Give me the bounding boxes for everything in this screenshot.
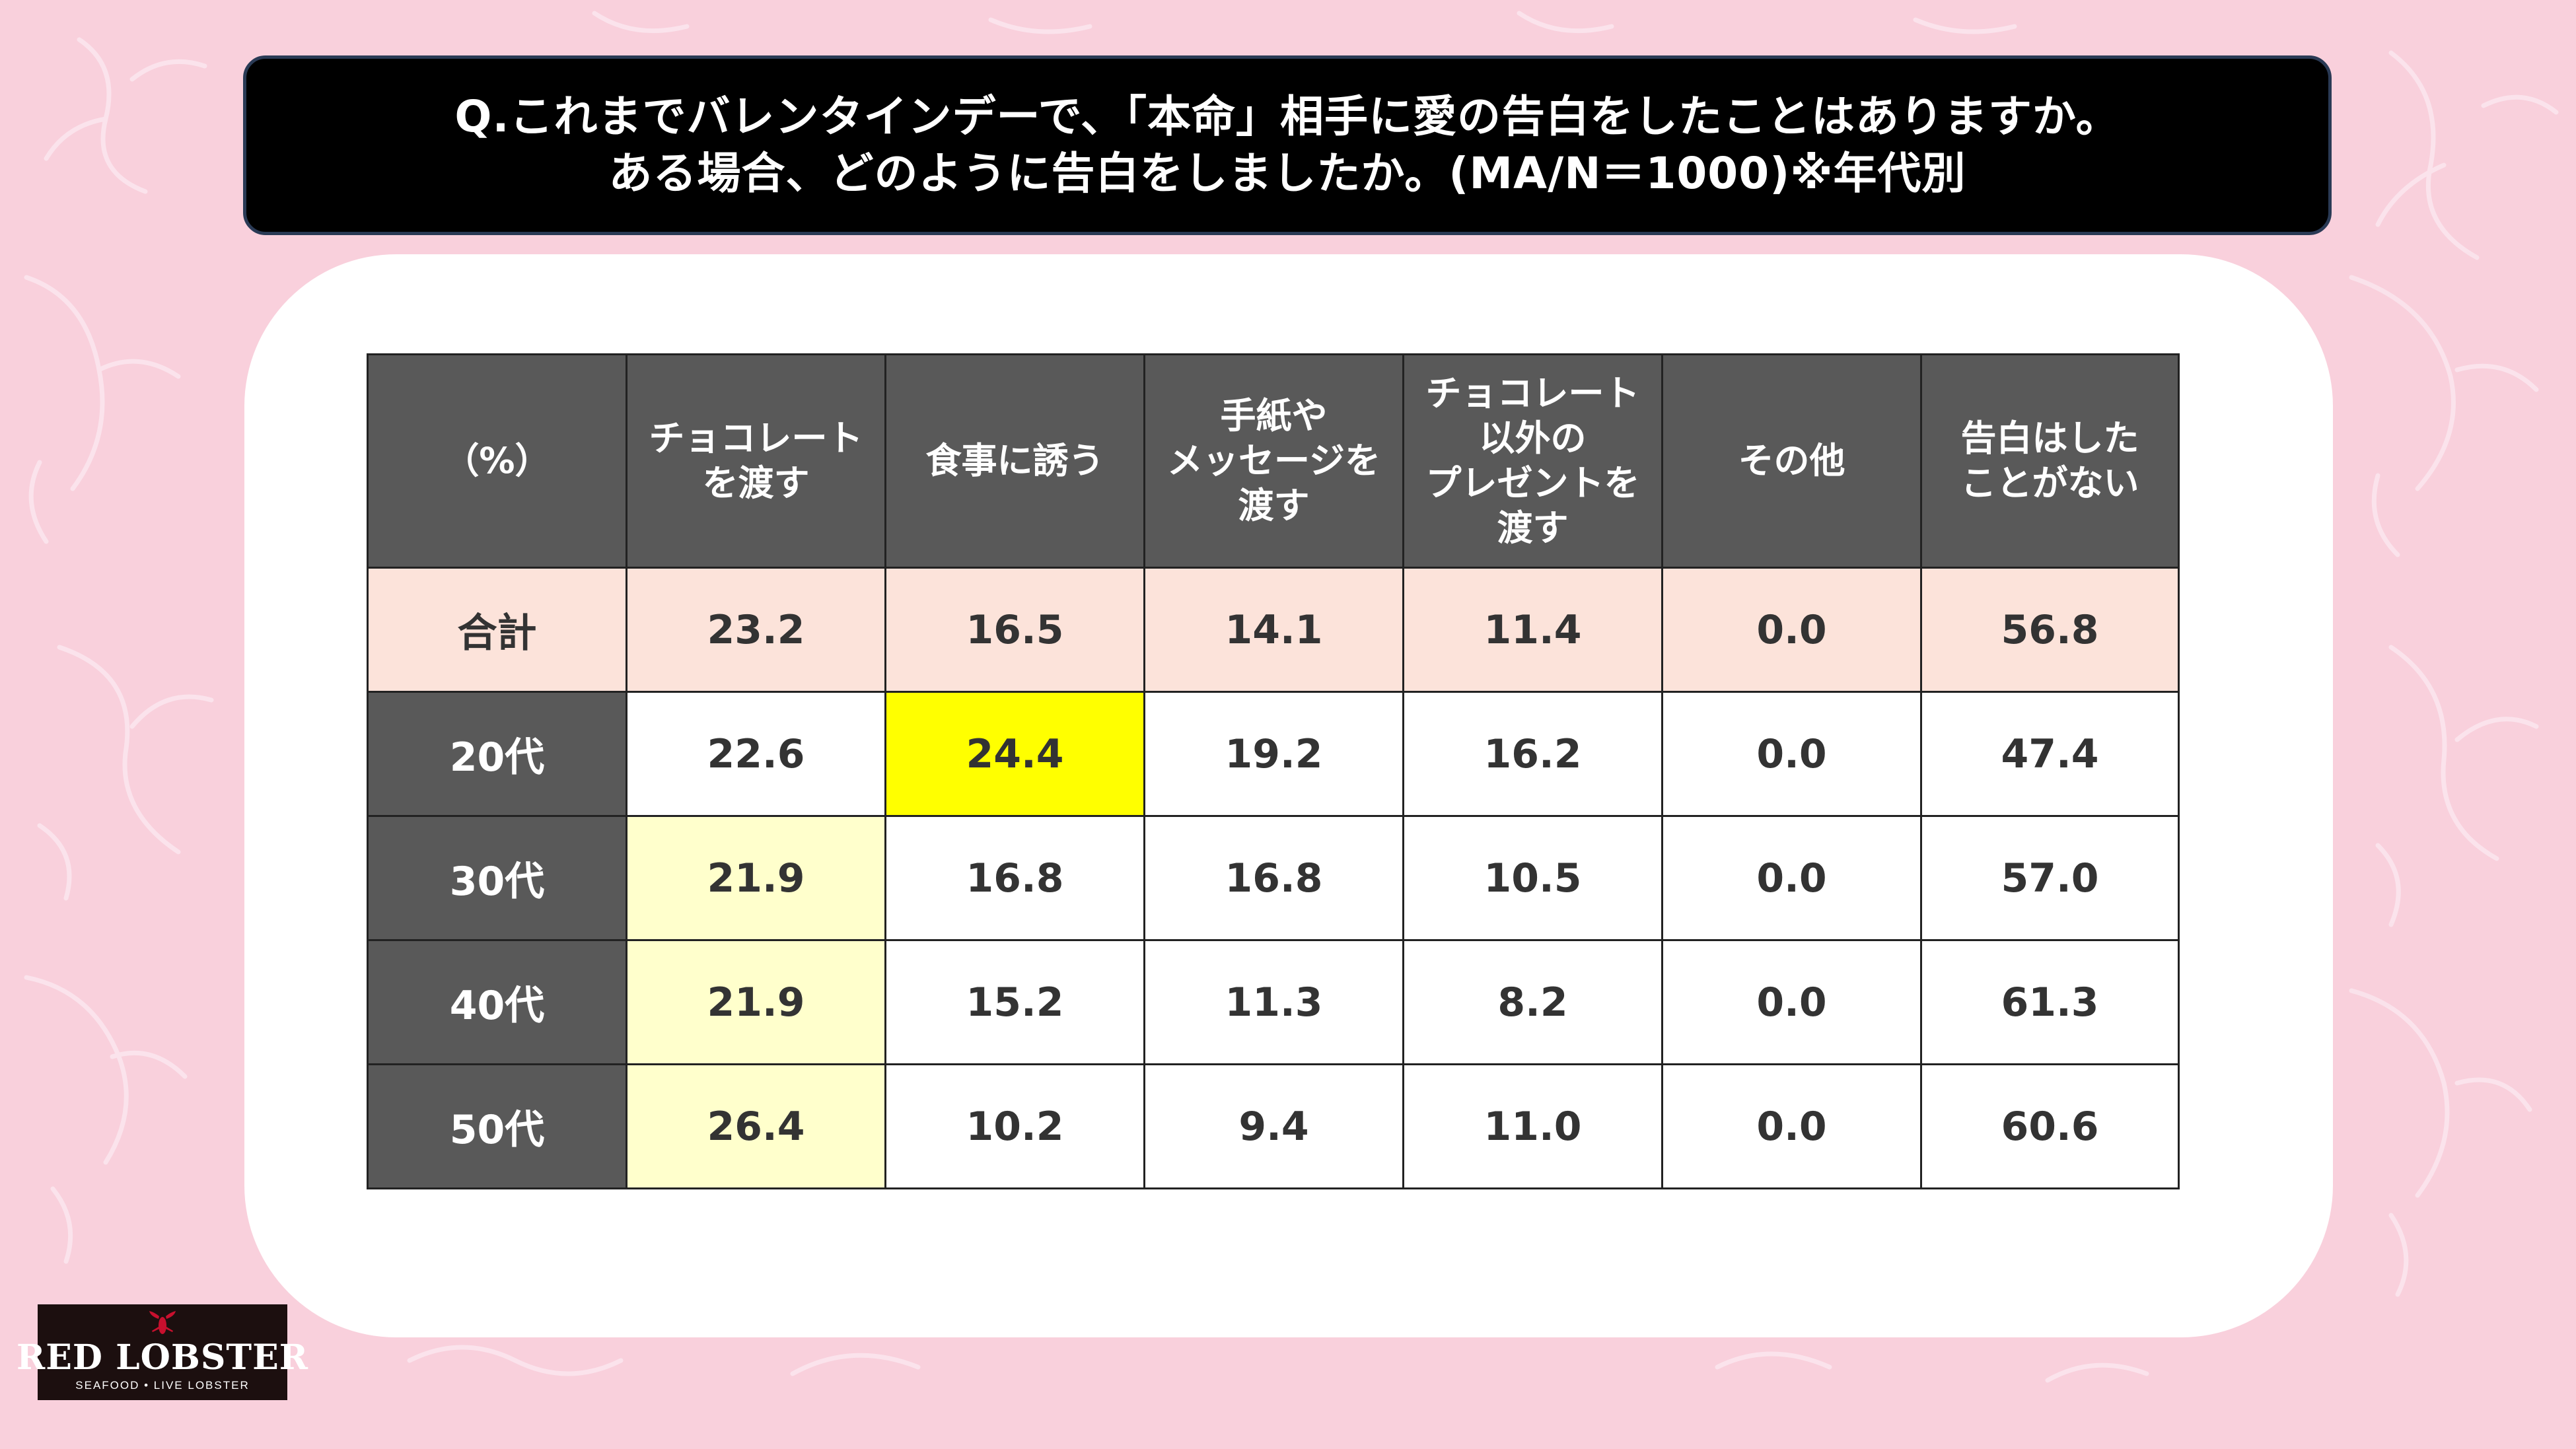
row-label-30s: 30代 <box>367 815 627 941</box>
header-other: その他 <box>1661 353 1922 569</box>
red-lobster-logo: RED LOBSTER SEAFOOD • LIVE LOBSTER <box>17 1304 308 1400</box>
cell-value: 0.0 <box>1661 691 1922 817</box>
cell-value: 16.5 <box>884 567 1145 693</box>
table-row-50s: 50代 26.4 10.2 9.4 11.0 0.0 60.6 <box>367 1063 2180 1189</box>
cell-value: 0.0 <box>1661 939 1922 1065</box>
cell-value: 26.4 <box>626 1063 886 1189</box>
cell-value: 8.2 <box>1402 939 1663 1065</box>
header-row: （%） チョコレート を渡す 食事に誘う 手紙や メッセージを 渡す チョコレー… <box>367 353 2180 569</box>
cell-value: 11.0 <box>1402 1063 1663 1189</box>
cell-value: 11.3 <box>1143 939 1404 1065</box>
row-label-20s: 20代 <box>367 691 627 817</box>
cell-value: 0.0 <box>1661 815 1922 941</box>
header-never-confessed: 告白はした ことがない <box>1920 353 2180 569</box>
question-line-1: Q.これまでバレンタインデーで、「本命」相手に愛の告白をしたことはありますか。 <box>454 91 2120 142</box>
cell-value: 19.2 <box>1143 691 1404 817</box>
cell-value: 60.6 <box>1920 1063 2180 1189</box>
cell-value: 57.0 <box>1920 815 2180 941</box>
table-row-total: 合計 23.2 16.5 14.1 11.4 0.0 56.8 <box>367 567 2180 693</box>
cell-value: 21.9 <box>626 815 886 941</box>
table-body: 合計 23.2 16.5 14.1 11.4 0.0 56.8 20代 22.6 24.4 19.2… <box>367 567 2180 1189</box>
cell-value: 9.4 <box>1143 1063 1404 1189</box>
row-label-40s: 40代 <box>367 939 627 1065</box>
cell-value: 23.2 <box>626 567 886 693</box>
cell-value: 56.8 <box>1920 567 2180 693</box>
cell-value: 16.2 <box>1402 691 1663 817</box>
question-line-2: ある場合、どのように告白をしましたか。(MA/N＝1000)※年代別 <box>608 148 1966 199</box>
cell-value: 0.0 <box>1661 1063 1922 1189</box>
table-row-30s: 30代 21.9 16.8 16.8 10.5 0.0 57.0 <box>367 815 2180 941</box>
header-invite-to-meal: 食事に誘う <box>884 353 1145 569</box>
cell-value: 21.9 <box>626 939 886 1065</box>
cell-value: 22.6 <box>626 691 886 817</box>
header-give-other-present: チョコレート 以外の プレゼントを 渡す <box>1402 353 1663 569</box>
cell-value: 15.2 <box>884 939 1145 1065</box>
row-label-50s: 50代 <box>367 1063 627 1189</box>
header-unit: （%） <box>367 353 627 569</box>
logo-tagline: SEAFOOD • LIVE LOBSTER <box>75 1378 250 1392</box>
cell-value: 47.4 <box>1920 691 2180 817</box>
cell-value: 11.4 <box>1402 567 1663 693</box>
table-row-20s: 20代 22.6 24.4 19.2 16.2 0.0 47.4 <box>367 691 2180 817</box>
cell-value: 10.5 <box>1402 815 1663 941</box>
table-row-40s: 40代 21.9 15.2 11.3 8.2 0.0 61.3 <box>367 939 2180 1065</box>
lobster-icon <box>149 1311 176 1334</box>
question-banner: Q.これまでバレンタインデーで、「本命」相手に愛の告白をしたことはありますか。 … <box>243 55 2332 235</box>
cell-value: 16.8 <box>1143 815 1404 941</box>
logo-text: RED LOBSTER <box>17 1337 308 1378</box>
row-label-total: 合計 <box>367 567 627 693</box>
cell-value: 14.1 <box>1143 567 1404 693</box>
cell-value: 61.3 <box>1920 939 2180 1065</box>
cell-value: 10.2 <box>884 1063 1145 1189</box>
cell-value: 0.0 <box>1661 567 1922 693</box>
results-table: （%） チョコレート を渡す 食事に誘う 手紙や メッセージを 渡す チョコレー… <box>367 353 2180 1189</box>
cell-value: 24.4 <box>884 691 1145 817</box>
header-give-letter: 手紙や メッセージを 渡す <box>1143 353 1404 569</box>
header-give-chocolate: チョコレート を渡す <box>626 353 886 569</box>
cell-value: 16.8 <box>884 815 1145 941</box>
